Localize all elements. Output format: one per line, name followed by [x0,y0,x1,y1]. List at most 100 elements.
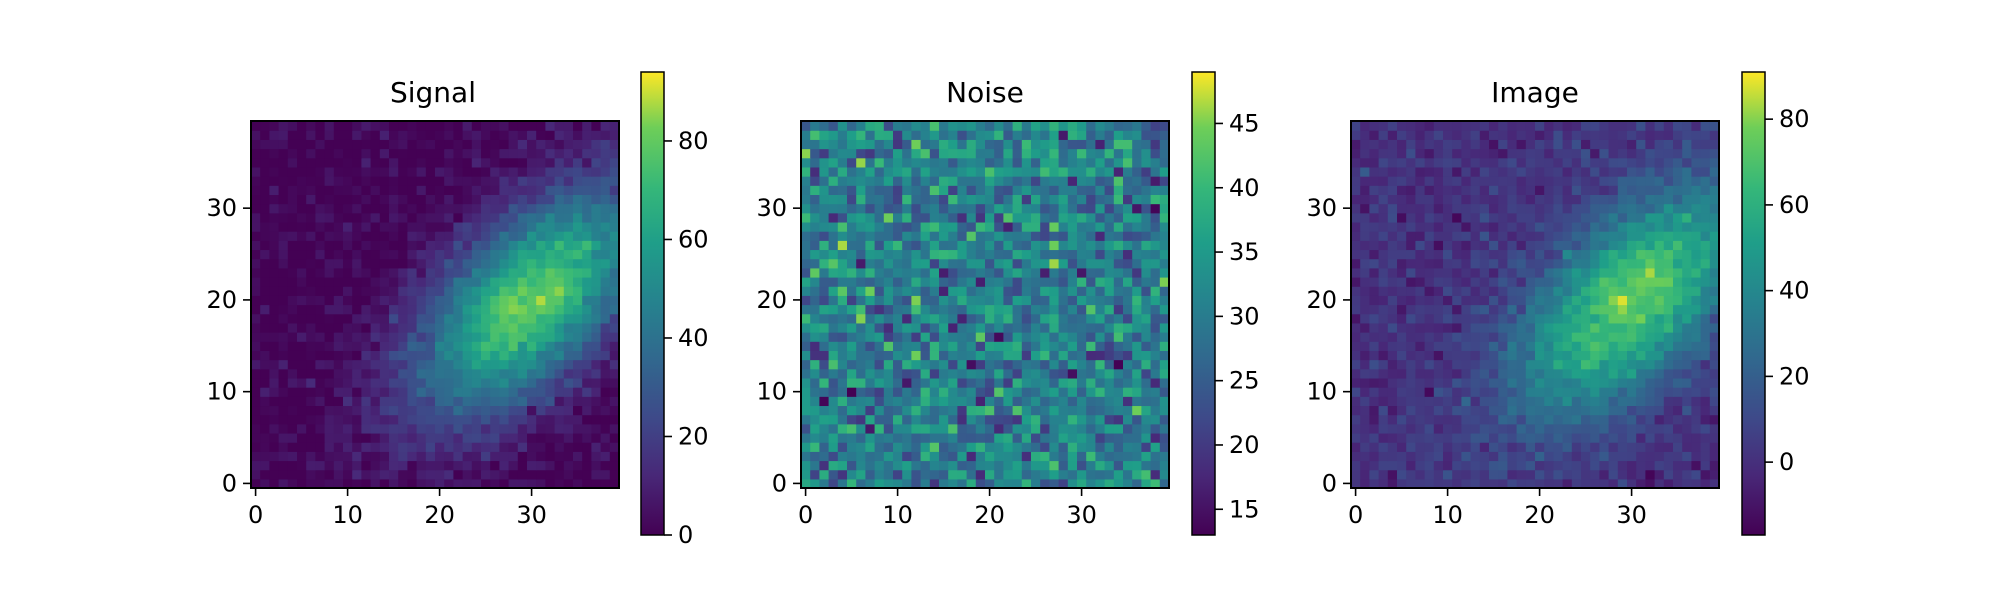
heatmap-cell [425,423,436,434]
heatmap-cell [819,423,830,434]
heatmap-cell [810,185,820,195]
heatmap-cell [1104,377,1115,388]
heatmap-cell [287,304,298,315]
heatmap-cell [1351,295,1361,306]
heatmap-cell [929,322,940,333]
heatmap-cell [1590,332,1600,342]
heatmap-cell [1617,469,1628,480]
heatmap-cell [370,176,381,186]
heatmap-cell [1498,460,1508,471]
heatmap-cell [883,460,894,471]
heatmap-cell [278,313,289,324]
heatmap-cell [416,194,427,205]
heatmap-cell [929,442,940,452]
heatmap-cell [517,387,528,397]
heatmap-cell [1673,157,1683,168]
heatmap-cell [1150,460,1161,471]
heatmap-cell [1415,203,1426,214]
heatmap-cell [517,396,528,407]
heatmap-cell [600,387,611,397]
heatmap-cell [1663,304,1674,315]
heatmap-cell [1709,414,1720,425]
heatmap-cell [609,359,620,370]
heatmap-cell [1636,194,1646,205]
heatmap-cell [536,478,546,489]
heatmap-cell [453,295,464,306]
heatmap-cell [1535,185,1545,195]
heatmap-cell [1608,276,1619,287]
heatmap-cell [828,469,839,480]
heatmap-cell [499,176,510,186]
heatmap-cell [985,387,995,397]
heatmap-cell [1123,322,1133,333]
heatmap-cell [1489,276,1499,287]
heatmap-cell [1159,322,1170,333]
heatmap-cell [1378,322,1389,333]
heatmap-cell [609,469,620,480]
heatmap-cell [1682,185,1692,195]
heatmap-cell [609,350,620,361]
heatmap-cell [545,432,556,443]
heatmap-cell [508,267,519,278]
heatmap-cell [1433,249,1444,260]
heatmap-cell [966,212,977,223]
heatmap-cell [1159,423,1170,434]
heatmap-cell [1544,414,1554,425]
heatmap-cell [563,387,574,397]
heatmap-cell [398,396,408,407]
heatmap-cell [407,414,418,425]
heatmap-cell [1461,221,1472,232]
heatmap-cell [1553,240,1564,251]
heatmap-cell [1636,359,1646,370]
heatmap-cell [865,377,876,388]
heatmap-cell [1700,377,1711,388]
heatmap-cell [1709,423,1720,434]
heatmap-cell [1424,286,1435,296]
heatmap-cell [994,350,1004,361]
heatmap-cell [278,469,289,480]
heatmap-cell [453,286,464,296]
heatmap-cell [389,414,399,425]
heatmap-cell [545,130,556,140]
heatmap-cell [297,258,307,269]
heatmap-cell [269,359,280,370]
heatmap-cell [1654,276,1665,287]
heatmap-cell [828,166,839,177]
heatmap-cell [508,286,519,296]
heatmap-cell [251,130,261,140]
heatmap-cell [828,221,839,232]
heatmap-cell [1452,423,1462,434]
heatmap-cell [315,276,326,287]
heatmap-cell [801,478,811,489]
heatmap-cell [966,286,977,296]
heatmap-cell [389,258,399,269]
heatmap-cell [573,442,583,452]
colorbar-tick-label: 0 [678,521,693,549]
heatmap-cell [1433,442,1444,452]
heatmap-cell [1461,130,1472,140]
heatmap-cell [1159,469,1170,480]
heatmap-cell [1406,387,1416,397]
heatmap-cell [1141,396,1152,407]
heatmap-cell [1682,387,1692,397]
heatmap-cell [1086,166,1096,177]
heatmap-cell [324,469,335,480]
heatmap-cell [389,332,399,342]
heatmap-cell [1012,121,1023,131]
heatmap-cell [260,414,270,425]
heatmap-cell [563,451,574,462]
heatmap-cell [462,460,473,471]
heatmap-cell [1507,442,1518,452]
heatmap-cell [1369,341,1380,351]
heatmap-cell [536,240,546,251]
heatmap-cell [1673,194,1683,205]
heatmap-cell [1562,322,1573,333]
heatmap-cell [1159,350,1170,361]
heatmap-cell [1535,332,1545,342]
heatmap-cell [1433,304,1444,315]
heatmap-cell [1378,231,1389,241]
heatmap-cell [957,332,968,342]
heatmap-cell [1433,432,1444,443]
heatmap-cell [929,194,940,205]
heatmap-cell [1553,185,1564,195]
